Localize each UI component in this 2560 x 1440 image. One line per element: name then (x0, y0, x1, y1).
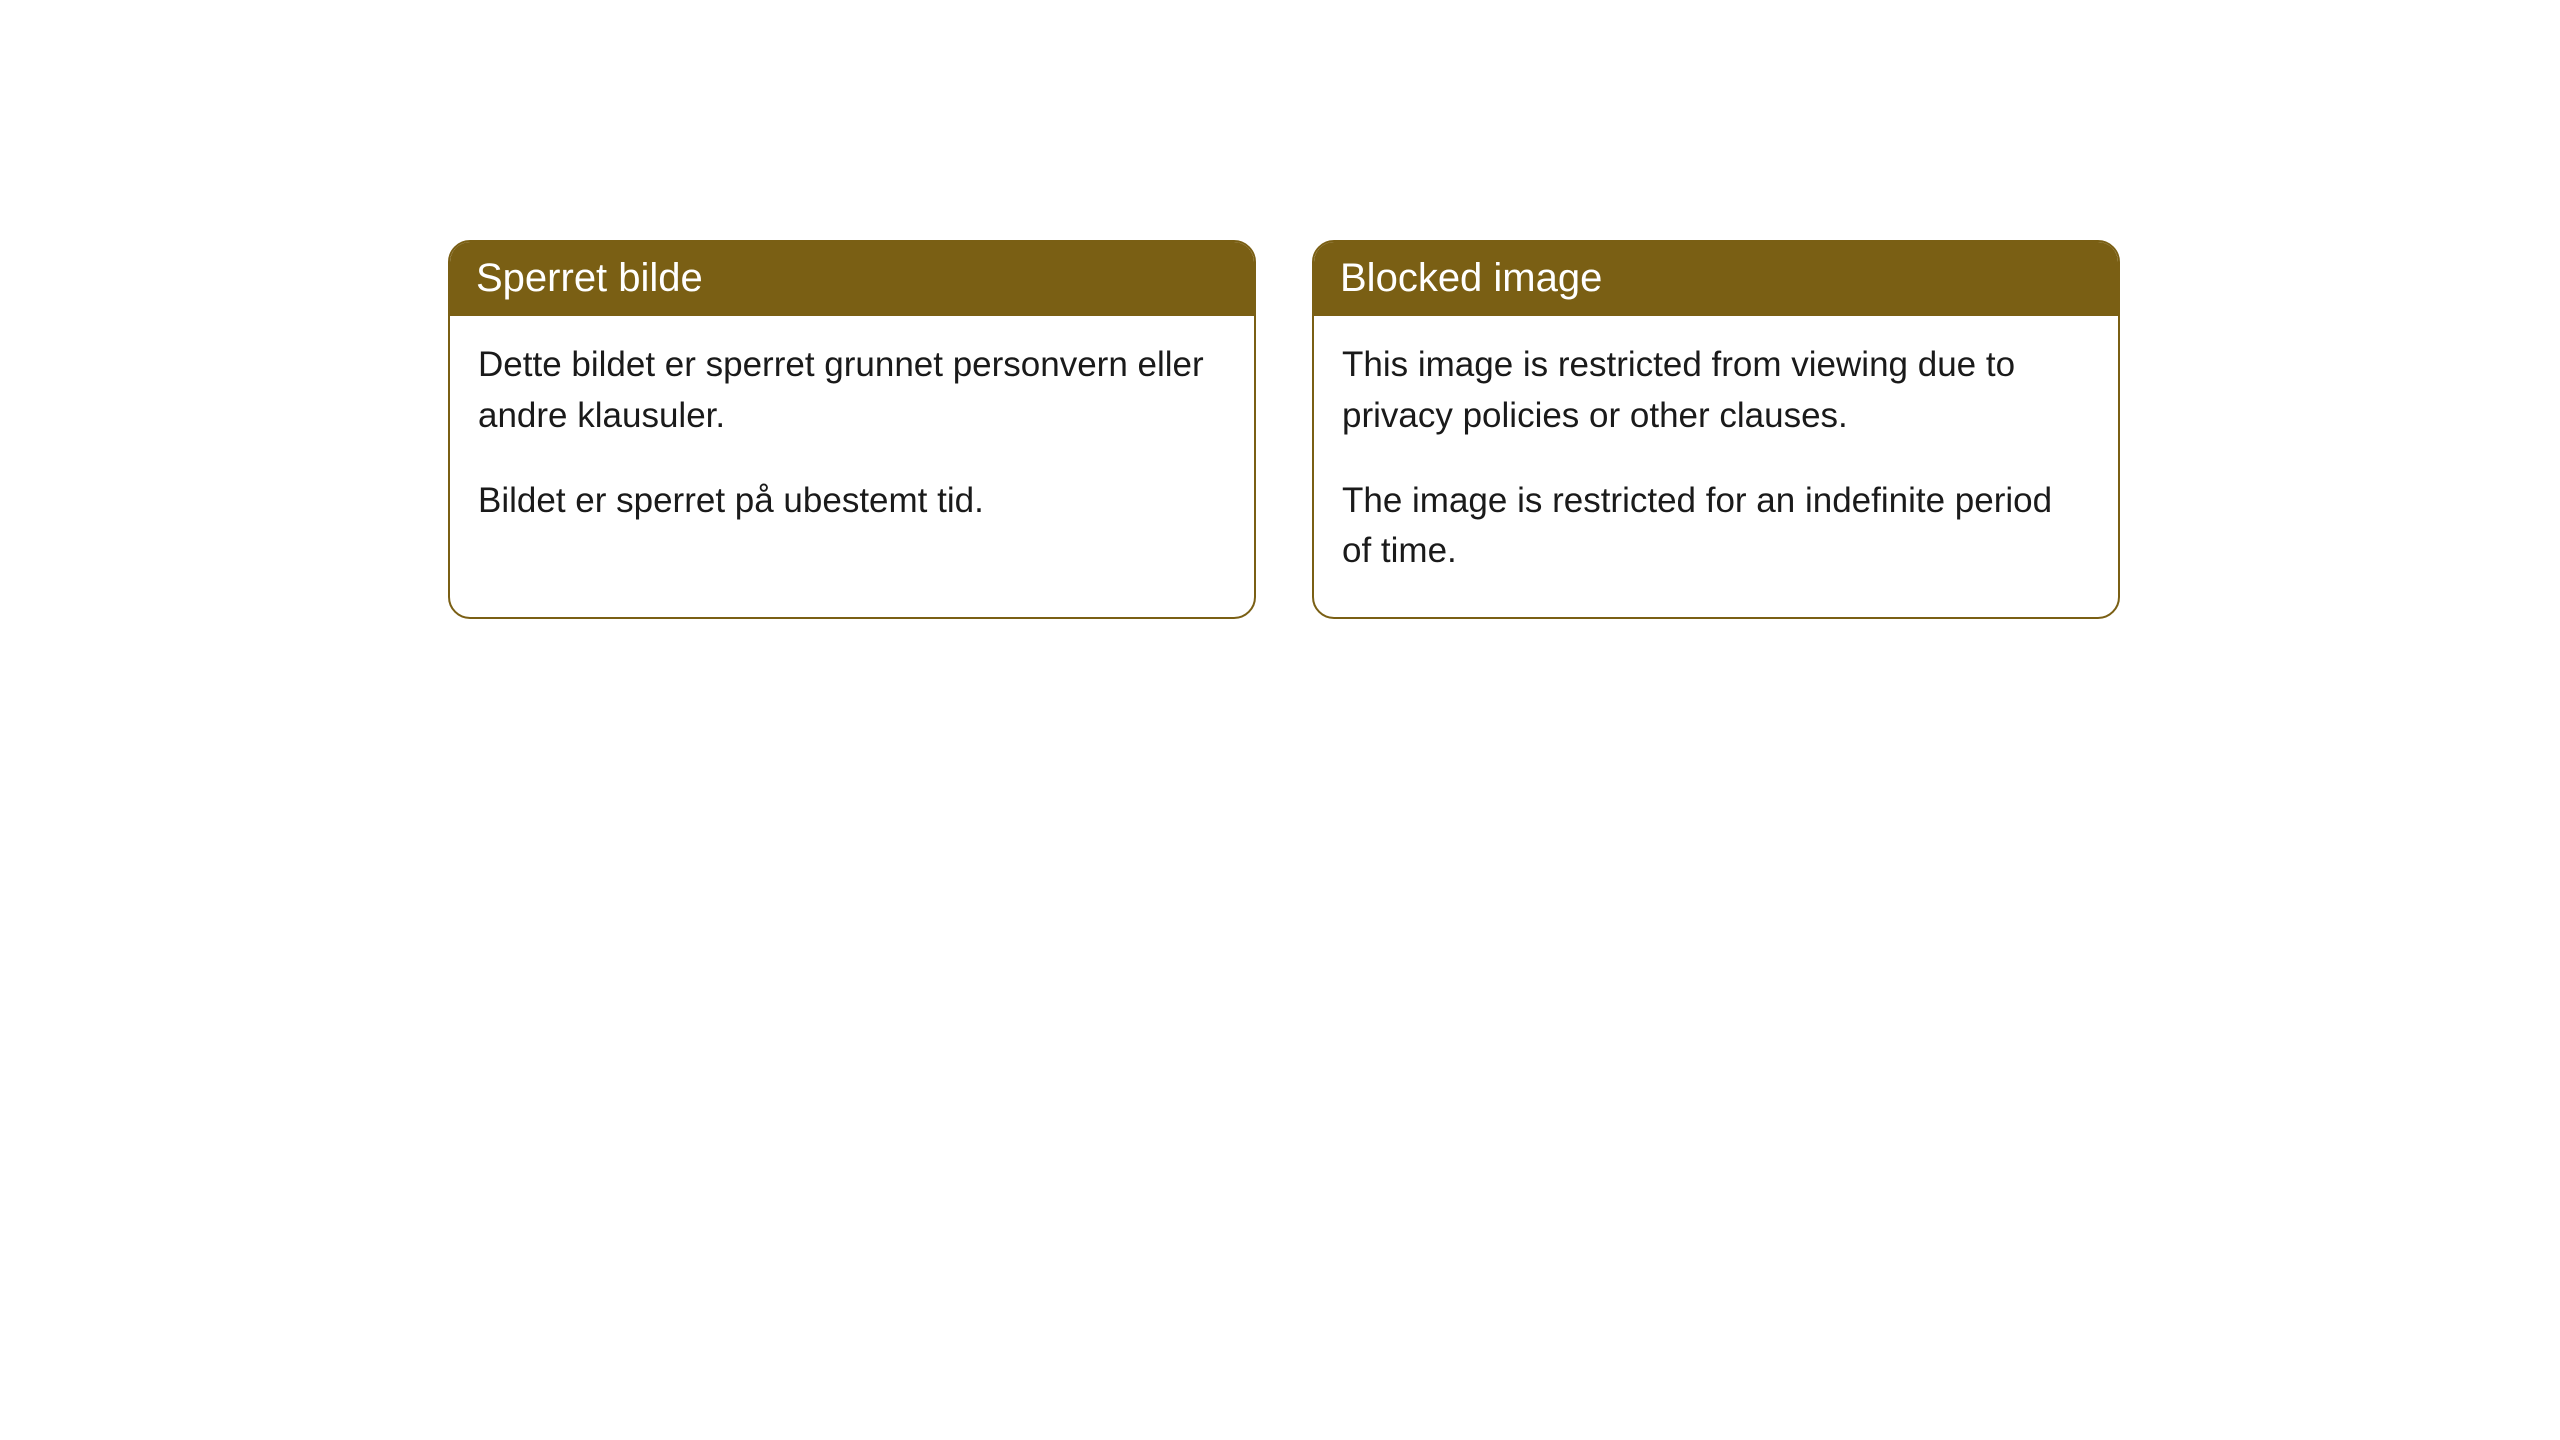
notice-card-norwegian: Sperret bilde Dette bildet er sperret gr… (448, 240, 1256, 619)
notice-text-secondary: The image is restricted for an indefinit… (1342, 476, 2090, 578)
card-header: Blocked image (1314, 242, 2118, 316)
card-body: This image is restricted from viewing du… (1314, 316, 2118, 617)
notice-card-english: Blocked image This image is restricted f… (1312, 240, 2120, 619)
notice-text-primary: This image is restricted from viewing du… (1342, 340, 2090, 442)
card-header: Sperret bilde (450, 242, 1254, 316)
notice-text-secondary: Bildet er sperret på ubestemt tid. (478, 476, 1226, 527)
notice-text-primary: Dette bildet er sperret grunnet personve… (478, 340, 1226, 442)
card-body: Dette bildet er sperret grunnet personve… (450, 316, 1254, 566)
notice-container: Sperret bilde Dette bildet er sperret gr… (0, 0, 2560, 619)
